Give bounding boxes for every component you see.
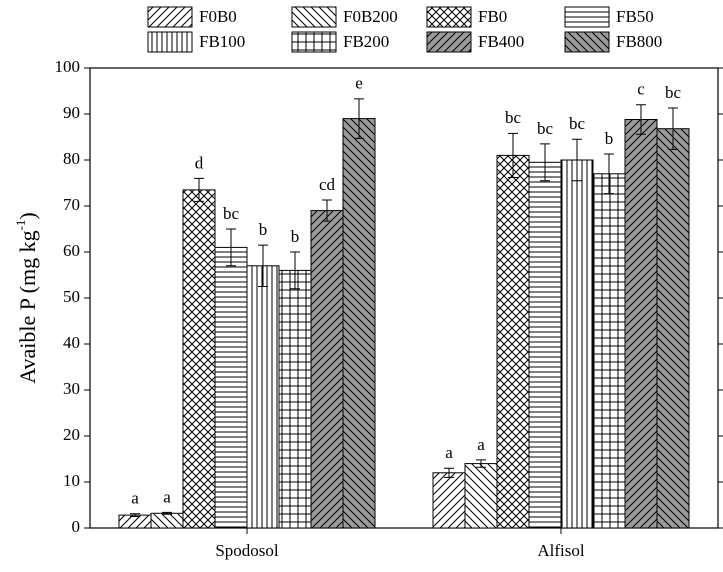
- legend-label: FB800: [616, 32, 662, 51]
- legend-label: FB200: [343, 32, 389, 51]
- significance-letter: d: [195, 153, 204, 172]
- error-bar: [444, 467, 454, 478]
- error-bar: [130, 513, 140, 517]
- error-bar: [508, 132, 518, 178]
- significance-letter: bc: [665, 83, 682, 102]
- x-tick-label: Spodosol: [215, 541, 279, 560]
- bar: [464, 463, 498, 529]
- bar: [592, 173, 626, 529]
- bar: [118, 514, 152, 529]
- bar: [214, 246, 248, 529]
- y-axis-label: Avaible P (mg kg-1): [13, 212, 40, 384]
- error-bar: [668, 107, 678, 150]
- bar: [496, 154, 530, 529]
- error-bar: [258, 244, 268, 287]
- y-tick-label: 60: [63, 241, 80, 260]
- y-tick-label: 80: [63, 149, 80, 168]
- legend-swatch: [147, 6, 193, 28]
- error-bar: [322, 199, 332, 222]
- bar: [528, 161, 562, 529]
- y-label-text: Avaible P (mg kg: [15, 230, 40, 383]
- y-tick-label: 90: [63, 103, 80, 122]
- error-bar: [572, 138, 582, 182]
- legend-swatch: [426, 31, 472, 53]
- error-bar: [476, 459, 486, 468]
- legend-swatch: [291, 31, 337, 53]
- legend-label: FB0: [478, 7, 507, 26]
- significance-letter: e: [355, 74, 363, 93]
- significance-letter: bc: [505, 108, 522, 127]
- significance-letter: a: [131, 489, 139, 508]
- bar: [656, 128, 690, 529]
- significance-letter: cd: [319, 175, 336, 194]
- error-bar: [604, 153, 614, 195]
- legend-label: FB400: [478, 32, 524, 51]
- y-tick-label: 20: [63, 425, 80, 444]
- significance-letter: a: [477, 435, 485, 454]
- error-bar: [290, 251, 300, 290]
- y-tick-label: 10: [63, 471, 80, 490]
- y-tick-label: 50: [63, 287, 80, 306]
- y-tick-label: 0: [72, 517, 81, 536]
- legend-label: FB50: [616, 7, 654, 26]
- bar: [624, 119, 658, 529]
- bar: [342, 118, 376, 529]
- error-bar: [226, 228, 236, 267]
- y-tick-label: 70: [63, 195, 80, 214]
- legend-label: FB100: [199, 32, 245, 51]
- error-bar: [540, 143, 550, 182]
- significance-letter: c: [637, 80, 645, 99]
- significance-letter: bc: [223, 204, 240, 223]
- y-tick-label: 100: [55, 57, 81, 76]
- significance-letter: b: [259, 220, 268, 239]
- y-label-end: ): [15, 212, 40, 219]
- bar: [432, 472, 466, 529]
- legend-swatch: [291, 6, 337, 28]
- legend-swatch: [564, 31, 610, 53]
- x-tick-label: Alfisol: [537, 541, 585, 560]
- legend-swatch: [564, 6, 610, 28]
- legend-label: F0B0: [199, 7, 237, 26]
- error-bar: [162, 511, 172, 515]
- bar: [150, 512, 184, 529]
- bar: [246, 265, 280, 529]
- legend-swatch: [147, 31, 193, 53]
- significance-letter: bc: [537, 119, 554, 138]
- error-bar: [354, 98, 364, 139]
- bar: [182, 189, 216, 529]
- significance-letter: b: [291, 227, 300, 246]
- significance-letter: bc: [569, 114, 586, 133]
- significance-letter: a: [445, 443, 453, 462]
- error-bar: [194, 177, 204, 202]
- bar: [310, 210, 344, 529]
- bar: [560, 159, 594, 529]
- legend-label: F0B200: [343, 7, 398, 26]
- significance-letter: a: [163, 487, 171, 506]
- y-tick-label: 30: [63, 379, 80, 398]
- y-tick-label: 40: [63, 333, 80, 352]
- legend-swatch: [426, 6, 472, 28]
- error-bar: [636, 104, 646, 135]
- significance-letter: b: [605, 129, 614, 148]
- bar: [278, 269, 312, 529]
- y-label-sup: -1: [13, 220, 28, 231]
